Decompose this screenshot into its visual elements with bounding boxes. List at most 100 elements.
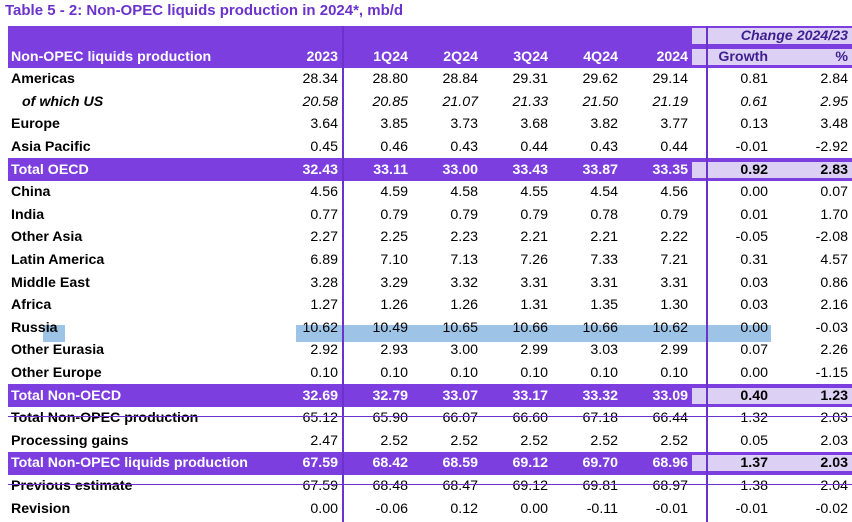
table-cell: 69.12 <box>512 477 548 494</box>
table-cell: 0.81 <box>740 71 768 88</box>
table-cell: 32.43 <box>302 161 338 178</box>
table-row: Total Non-OECD 32.69 32.79 33.07 33.17 33.32 3… <box>8 384 852 407</box>
table-cell: 3.00 <box>450 342 478 359</box>
table-cell: 1.31 <box>520 297 548 314</box>
table-cell: 3.31 <box>660 274 688 291</box>
row-label: of which US <box>22 93 104 110</box>
table-cell: 2.95 <box>820 93 848 110</box>
table-cell: 0.00 <box>740 365 768 382</box>
table-cell: 7.10 <box>380 252 408 269</box>
table-cell: 4.56 <box>310 184 338 201</box>
table-cell: -0.01 <box>655 500 688 517</box>
table-cell: -0.02 <box>815 500 848 517</box>
table-cell: 68.97 <box>652 477 688 494</box>
table-cell: 33.07 <box>442 387 478 404</box>
table-cell: 10.62 <box>652 319 688 336</box>
table-cell: 1.26 <box>380 297 408 314</box>
table-row: Revision 0.00 -0.06 0.12 0.00 -0.11 -0.01 -0.01… <box>8 497 852 520</box>
change-header: Change 2024/23 <box>692 28 852 44</box>
table-cell: 3.31 <box>590 274 618 291</box>
table-cell: 1.70 <box>820 206 848 223</box>
table-cell: -1.15 <box>815 365 848 382</box>
table-cell: 0.13 <box>740 116 768 133</box>
table-cell: 0.77 <box>310 206 338 223</box>
column-header-2q24: 2Q24 <box>443 49 478 65</box>
table-cell: 10.49 <box>372 319 408 336</box>
table-row: Total OECD 32.43 33.11 33.00 33.43 33.87 33.35… <box>8 158 852 181</box>
table-cell: 4.59 <box>380 184 408 201</box>
row-label: Previous estimate <box>11 477 133 494</box>
table-cell: 33.09 <box>652 387 688 404</box>
table-cell: 65.12 <box>302 410 338 427</box>
table-cell: 0.86 <box>820 274 848 291</box>
table-row: of which US 20.58 20.85 21.07 21.33 21.50 21.1… <box>8 91 852 114</box>
header-row-change: Change 2024/23 <box>8 26 852 46</box>
table-cell: 3.73 <box>450 116 478 133</box>
table-cell: 1.23 <box>772 387 852 404</box>
table-cell: 0.00 <box>740 184 768 201</box>
table-cell: 10.62 <box>302 319 338 336</box>
table-cell: 2.52 <box>590 432 618 449</box>
table-cell: 2.22 <box>660 229 688 246</box>
table-cell: -2.08 <box>815 229 848 246</box>
table-cell: 0.10 <box>310 365 338 382</box>
table-title: Table 5 - 2: Non-OPEC liquids production… <box>5 2 404 19</box>
table-row: Other Asia 2.27 2.25 2.23 2.21 2.21 2.22 -0.05 -… <box>8 226 852 249</box>
production-table: Change 2024/23 Non-OPEC liquids producti… <box>8 26 852 520</box>
table-cell: 0.44 <box>520 139 548 156</box>
table-row: Total Non-OPEC production 65.12 65.90 66.07… <box>8 407 852 430</box>
table-cell: 65.90 <box>372 410 408 427</box>
table-cell: 2.21 <box>520 229 548 246</box>
column-divider <box>342 26 344 522</box>
table-cell: 33.43 <box>512 161 548 178</box>
table-row: Americas 28.34 28.80 28.84 29.31 29.62 29.14 0.… <box>8 68 852 91</box>
table-cell: 6.89 <box>310 252 338 269</box>
table-cell: 0.92 <box>692 161 772 178</box>
table-row: Europe 3.64 3.85 3.73 3.68 3.82 3.77 0.13 3.48 <box>8 113 852 136</box>
table-cell: 3.28 <box>310 274 338 291</box>
table-cell: 0.43 <box>590 139 618 156</box>
table-cell: 0.79 <box>660 206 688 223</box>
table-cell: 68.59 <box>442 455 478 472</box>
table-cell: -0.05 <box>735 229 768 246</box>
row-label: Processing gains <box>11 432 129 449</box>
table-row: Africa 1.27 1.26 1.26 1.31 1.35 1.30 0.03 2.16 <box>8 294 852 317</box>
table-cell: 68.42 <box>372 455 408 472</box>
table-cell: 1.30 <box>660 297 688 314</box>
row-label: Russia <box>11 319 58 336</box>
table-cell: 68.47 <box>442 477 478 494</box>
table-cell: 33.11 <box>373 161 408 178</box>
table-cell: 3.29 <box>380 274 408 291</box>
table-cell: 1.32 <box>740 410 768 427</box>
table-cell: 10.65 <box>442 319 478 336</box>
table-cell: 2.27 <box>310 229 338 246</box>
table-cell: 0.10 <box>660 365 688 382</box>
table-cell: 29.62 <box>582 71 618 88</box>
table-cell: 20.85 <box>372 93 408 110</box>
table-cell: 0.46 <box>380 139 408 156</box>
table-cell: 0.05 <box>740 432 768 449</box>
table-cell: 69.12 <box>512 455 548 472</box>
header-row-columns: Non-OPEC liquids production 2023 1Q24 2Q… <box>8 46 852 68</box>
row-label: Europe <box>11 116 60 133</box>
table-cell: 20.58 <box>302 93 338 110</box>
table-cell: 0.44 <box>660 139 688 156</box>
row-label: Other Europe <box>11 365 102 382</box>
table-cell: 67.59 <box>302 455 338 472</box>
row-label: Other Eurasia <box>11 342 105 359</box>
table-cell: 28.80 <box>372 71 408 88</box>
table-cell: 2.52 <box>660 432 688 449</box>
row-label: Middle East <box>11 274 90 291</box>
table-cell: 0.10 <box>380 365 408 382</box>
table-cell: 1.27 <box>310 297 338 314</box>
table-cell: 67.18 <box>582 410 618 427</box>
table-cell: 69.81 <box>582 477 618 494</box>
column-header-percent: % <box>772 49 852 65</box>
table-cell: 2.52 <box>380 432 408 449</box>
table-cell: 0.07 <box>820 184 848 201</box>
table-cell: 68.96 <box>652 455 688 472</box>
table-row: Russia 10.62 10.49 10.65 10.66 10.66 10.62 0.00… <box>8 317 852 340</box>
row-label: Total Non-OECD <box>11 387 122 404</box>
column-header-4q24: 4Q24 <box>583 49 618 65</box>
table-cell: 0.45 <box>310 139 338 156</box>
